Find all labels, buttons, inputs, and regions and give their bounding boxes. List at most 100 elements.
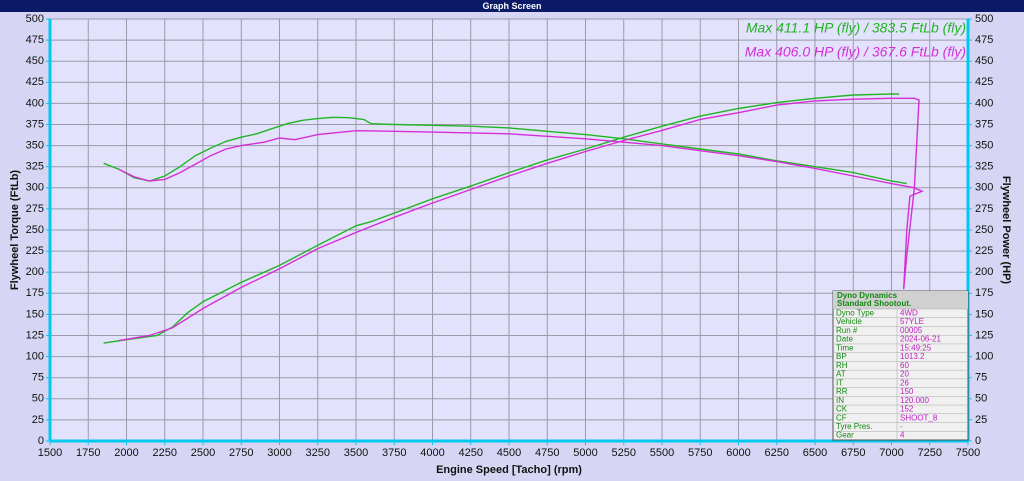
info-key: Vehicle: [836, 317, 862, 326]
y-tick-label: 100: [26, 351, 44, 363]
info-key: AT: [836, 370, 846, 379]
x-tick-label: 6000: [726, 447, 750, 459]
info-value: 150: [900, 387, 914, 396]
info-value: 15:49:25: [900, 343, 932, 352]
info-key: RR: [836, 387, 848, 396]
y2-tick-label: 200: [975, 266, 993, 278]
title-bar: [0, 0, 1024, 12]
info-value: 20: [900, 370, 909, 379]
x-tick-label: 1500: [38, 447, 62, 459]
info-value: 26: [900, 378, 909, 387]
info-key: BP: [836, 352, 847, 361]
info-value: SHOOT_8: [900, 413, 938, 422]
y2-tick-label: 450: [975, 55, 993, 67]
info-key: IT: [836, 378, 843, 387]
info-key: IN: [836, 396, 844, 405]
y2-tick-label: 500: [975, 13, 993, 25]
y-tick-label: 250: [26, 224, 44, 236]
info-key: Tyre Pres.: [836, 422, 872, 431]
x-tick-label: 7500: [956, 447, 980, 459]
info-header: [833, 291, 968, 309]
info-value: 1013.2: [900, 352, 925, 361]
y2-tick-label: 175: [975, 287, 993, 299]
info-value: 57YLE: [900, 317, 924, 326]
y2-tick-label: 50: [975, 393, 987, 405]
y2-tick-label: 75: [975, 372, 987, 384]
y-tick-label: 300: [26, 182, 44, 194]
x-tick-label: 5500: [650, 447, 674, 459]
x-tick-label: 2750: [229, 447, 253, 459]
x-tick-label: 7000: [879, 447, 903, 459]
y-tick-label: 325: [26, 161, 44, 173]
info-key: Gear: [836, 431, 854, 440]
y2-tick-label: 325: [975, 161, 993, 173]
info-key: Time: [836, 343, 854, 352]
info-value: 60: [900, 361, 909, 370]
max-annotation: Max 406.0 HP (fly) / 367.6 FtLb (fly): [745, 44, 966, 60]
x-tick-label: 4750: [535, 447, 559, 459]
series-line: [118, 129, 924, 290]
x-tick-label: 6750: [841, 447, 865, 459]
info-value: 2024-06-21: [900, 335, 941, 344]
y-tick-label: 275: [26, 203, 44, 215]
y2-tick-label: 350: [975, 140, 993, 152]
info-title: Dyno Dynamics: [837, 291, 898, 300]
x-tick-label: 3250: [306, 447, 330, 459]
x-tick-label: 2250: [153, 447, 177, 459]
x-tick-label: 5250: [612, 447, 636, 459]
y2-tick-label: 150: [975, 308, 993, 320]
x-tick-label: 1750: [76, 447, 100, 459]
y-tick-label: 75: [32, 372, 44, 384]
y2-tick-label: 125: [975, 329, 993, 341]
info-value: 4: [900, 431, 905, 440]
y-tick-label: 25: [32, 414, 44, 426]
x-tick-label: 2500: [191, 447, 215, 459]
info-box: [832, 290, 969, 441]
y-tick-label: 0: [38, 435, 44, 447]
y2-tick-label: 250: [975, 224, 993, 236]
x-tick-label: 4500: [497, 447, 521, 459]
x-tick-label: 7250: [918, 447, 942, 459]
info-key: Date: [836, 335, 853, 344]
info-key: Dyno Type: [836, 308, 875, 317]
info-key: RH: [836, 361, 848, 370]
y2-tick-label: 0: [975, 435, 981, 447]
y2-tick-label: 475: [975, 34, 993, 46]
y-tick-label: 150: [26, 308, 44, 320]
y-tick-label: 125: [26, 329, 44, 341]
series-line: [118, 97, 920, 342]
info-key: Run #: [836, 326, 858, 335]
y-tick-label: 375: [26, 118, 44, 130]
y-tick-label: 350: [26, 140, 44, 152]
y-tick-label: 475: [26, 34, 44, 46]
y2-tick-label: 100: [975, 351, 993, 363]
series-line: [103, 93, 900, 344]
series-line: [103, 116, 907, 185]
info-value: 00005: [900, 326, 923, 335]
info-value: 4WD: [900, 308, 918, 317]
y2-tick-label: 300: [975, 182, 993, 194]
y-tick-label: 425: [26, 76, 44, 88]
y-tick-label: 50: [32, 393, 44, 405]
x-tick-label: 6500: [803, 447, 827, 459]
max-annotation: Max 411.1 HP (fly) / 383.5 FtLb (fly): [746, 20, 966, 36]
y-tick-label: 450: [26, 55, 44, 67]
y2-tick-label: 375: [975, 118, 993, 130]
x-axis-title: Engine Speed [Tacho] (rpm): [436, 464, 582, 476]
info-key: CK: [836, 405, 848, 414]
x-tick-label: 3000: [267, 447, 291, 459]
y-axis-title: Flywheel Torque (FtLb): [9, 170, 21, 291]
x-tick-label: 3750: [382, 447, 406, 459]
info-key: CF: [836, 413, 847, 422]
y2-tick-label: 275: [975, 203, 993, 215]
y2-tick-label: 25: [975, 414, 987, 426]
x-tick-label: 4250: [459, 447, 483, 459]
y-tick-label: 175: [26, 287, 44, 299]
info-title: Standard Shootout.: [837, 299, 911, 308]
y-tick-label: 200: [26, 266, 44, 278]
info-value: 120.000: [900, 396, 929, 405]
y2-tick-label: 425: [975, 76, 993, 88]
y-tick-label: 500: [26, 13, 44, 25]
x-tick-label: 6250: [765, 447, 789, 459]
